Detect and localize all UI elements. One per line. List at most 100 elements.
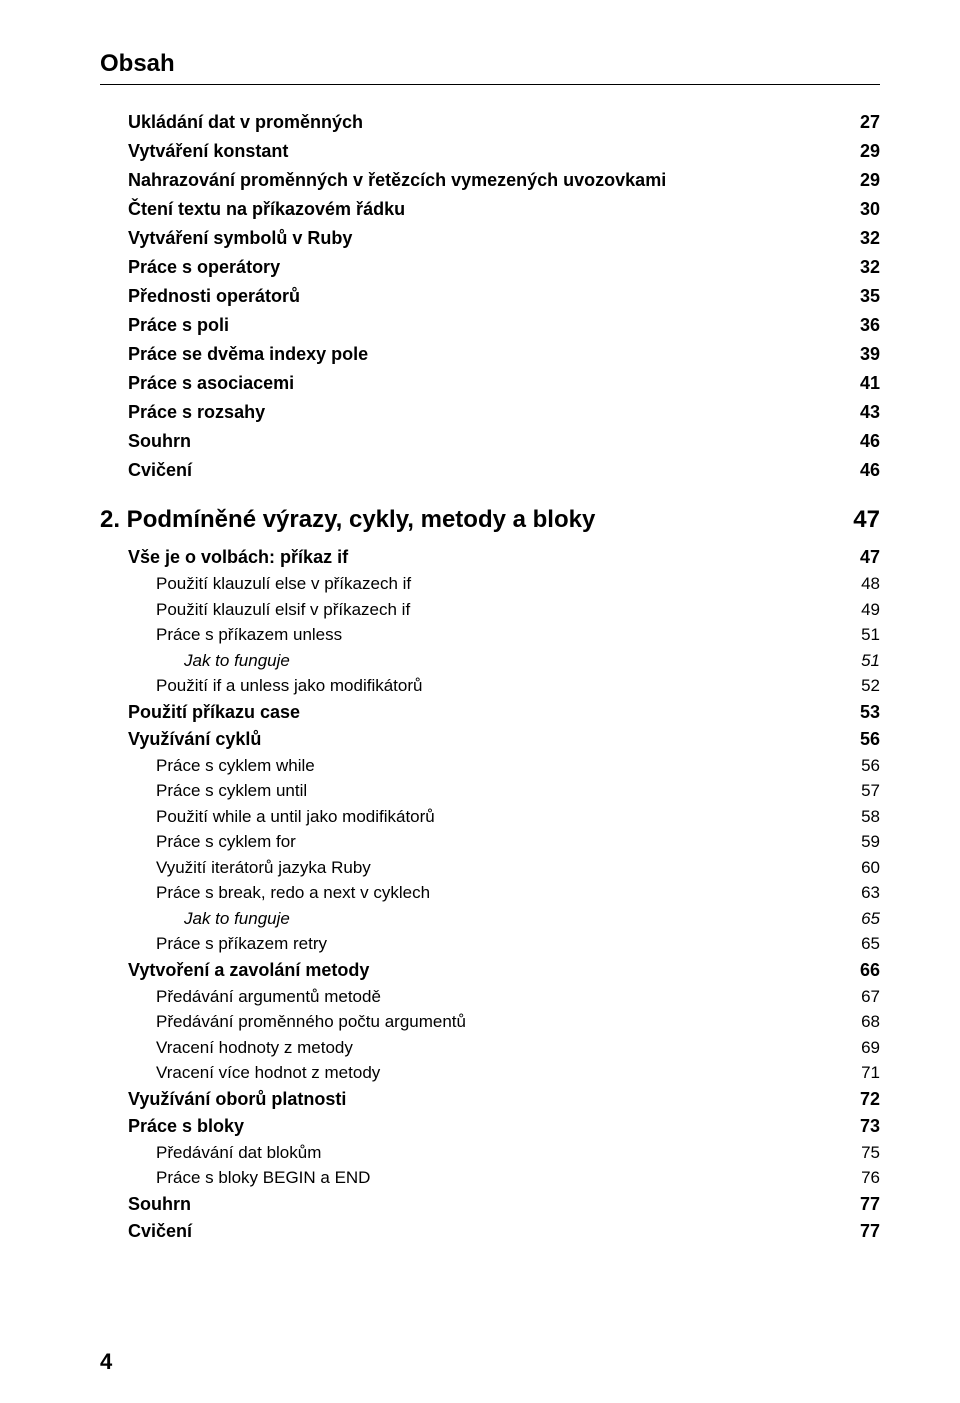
toc-row: Práce s cyklem for59 xyxy=(100,829,880,855)
toc-row: Práce s příkazem unless51 xyxy=(100,622,880,648)
toc-page-number: 77 xyxy=(840,1191,880,1218)
toc-label: Přednosti operátorů xyxy=(128,283,840,310)
toc-page-number: 36 xyxy=(840,312,880,339)
toc-label: Využívání cyklů xyxy=(128,726,840,753)
toc-row: Použití klauzulí else v příkazech if48 xyxy=(100,571,880,597)
toc-label: Nahrazování proměnných v řetězcích vymez… xyxy=(128,167,840,194)
toc-page-number: 29 xyxy=(840,167,880,194)
toc-row: Ukládání dat v proměnných27 xyxy=(100,109,880,136)
toc-label: Použití if a unless jako modifikátorů xyxy=(156,673,840,699)
toc-page-number: 32 xyxy=(840,225,880,252)
toc-row: Použití příkazu case53 xyxy=(100,699,880,726)
toc-label: Práce se dvěma indexy pole xyxy=(128,341,840,368)
toc-page-number: 59 xyxy=(840,829,880,855)
toc-row: Cvičení46 xyxy=(100,457,880,484)
toc-label: Práce s cyklem until xyxy=(156,778,840,804)
toc-page-number: 39 xyxy=(840,341,880,368)
toc-page-number: 73 xyxy=(840,1113,880,1140)
toc-row: 2. Podmíněné výrazy, cykly, metody a blo… xyxy=(100,502,880,538)
toc-page-number: 58 xyxy=(840,804,880,830)
toc-label: Vracení hodnoty z metody xyxy=(156,1035,840,1061)
toc-label: Využití iterátorů jazyka Ruby xyxy=(156,855,840,881)
toc-row: Souhrn77 xyxy=(100,1191,880,1218)
toc-row: Práce s asociacemi41 xyxy=(100,370,880,397)
toc-row: Vytváření konstant29 xyxy=(100,138,880,165)
toc-page-number: 76 xyxy=(840,1165,880,1191)
toc-row: Práce s cyklem until57 xyxy=(100,778,880,804)
toc-label: Využívání oborů platnosti xyxy=(128,1086,840,1113)
toc-row: Práce s bloky73 xyxy=(100,1113,880,1140)
toc-label: Práce s příkazem unless xyxy=(156,622,840,648)
toc-page-number: 68 xyxy=(840,1009,880,1035)
toc-page-number: 65 xyxy=(840,931,880,957)
toc-row: Vracení hodnoty z metody69 xyxy=(100,1035,880,1061)
toc-page-number: 41 xyxy=(840,370,880,397)
toc-row: Předávání argumentů metodě67 xyxy=(100,984,880,1010)
toc-label: 2. Podmíněné výrazy, cykly, metody a blo… xyxy=(100,502,840,538)
toc-row: Práce s příkazem retry65 xyxy=(100,931,880,957)
toc-label: Práce s cyklem for xyxy=(156,829,840,855)
footer-page-number: 4 xyxy=(100,1349,112,1375)
toc-page-number: 30 xyxy=(840,196,880,223)
toc-row: Práce se dvěma indexy pole39 xyxy=(100,341,880,368)
toc-row: Přednosti operátorů35 xyxy=(100,283,880,310)
toc-row: Použití klauzulí elsif v příkazech if49 xyxy=(100,597,880,623)
toc-row: Vracení více hodnot z metody71 xyxy=(100,1060,880,1086)
toc-label: Práce s asociacemi xyxy=(128,370,840,397)
header-title: Obsah xyxy=(100,50,880,78)
toc-row: Práce s poli36 xyxy=(100,312,880,339)
toc-label: Vracení více hodnot z metody xyxy=(156,1060,840,1086)
toc-row: Práce s operátory32 xyxy=(100,254,880,281)
toc-label: Souhrn xyxy=(128,428,840,455)
toc-label: Práce s bloky xyxy=(128,1113,840,1140)
toc-row: Nahrazování proměnných v řetězcích vymez… xyxy=(100,167,880,194)
toc-label: Práce s bloky BEGIN a END xyxy=(156,1165,840,1191)
toc-container: Ukládání dat v proměnných27Vytváření kon… xyxy=(100,109,880,1245)
toc-label: Použití příkazu case xyxy=(128,699,840,726)
toc-label: Práce s příkazem retry xyxy=(156,931,840,957)
header-rule xyxy=(100,84,880,85)
toc-page-number: 43 xyxy=(840,399,880,426)
toc-page-number: 69 xyxy=(840,1035,880,1061)
toc-page-number: 47 xyxy=(840,502,880,538)
toc-row: Jak to funguje51 xyxy=(100,648,880,674)
toc-page-number: 66 xyxy=(840,957,880,984)
toc-page-number: 72 xyxy=(840,1086,880,1113)
toc-label: Vytvoření a zavolání metody xyxy=(128,957,840,984)
toc-row: Vše je o volbách: příkaz if47 xyxy=(100,544,880,571)
toc-label: Ukládání dat v proměnných xyxy=(128,109,840,136)
toc-row: Práce s rozsahy43 xyxy=(100,399,880,426)
toc-label: Cvičení xyxy=(128,457,840,484)
toc-row: Cvičení77 xyxy=(100,1218,880,1245)
toc-page-number: 35 xyxy=(840,283,880,310)
toc-row: Použití if a unless jako modifikátorů52 xyxy=(100,673,880,699)
toc-label: Použití klauzulí elsif v příkazech if xyxy=(156,597,840,623)
toc-label: Vytváření konstant xyxy=(128,138,840,165)
toc-page-number: 67 xyxy=(840,984,880,1010)
toc-page-number: 75 xyxy=(840,1140,880,1166)
toc-row: Využití iterátorů jazyka Ruby60 xyxy=(100,855,880,881)
toc-page-number: 63 xyxy=(840,880,880,906)
toc-label: Souhrn xyxy=(128,1191,840,1218)
toc-page-number: 47 xyxy=(840,544,880,571)
toc-page-number: 46 xyxy=(840,428,880,455)
toc-page-number: 60 xyxy=(840,855,880,881)
toc-label: Předávání proměnného počtu argumentů xyxy=(156,1009,840,1035)
toc-page-number: 52 xyxy=(840,673,880,699)
toc-row: Použití while a until jako modifikátorů5… xyxy=(100,804,880,830)
toc-label: Použití while a until jako modifikátorů xyxy=(156,804,840,830)
page: Obsah Ukládání dat v proměnných27Vytváře… xyxy=(0,0,960,1403)
toc-label: Cvičení xyxy=(128,1218,840,1245)
toc-page-number: 49 xyxy=(840,597,880,623)
toc-label: Vytváření symbolů v Ruby xyxy=(128,225,840,252)
toc-page-number: 53 xyxy=(840,699,880,726)
toc-row: Využívání oborů platnosti72 xyxy=(100,1086,880,1113)
toc-row: Práce s cyklem while56 xyxy=(100,753,880,779)
toc-row: Předávání proměnného počtu argumentů68 xyxy=(100,1009,880,1035)
toc-page-number: 57 xyxy=(840,778,880,804)
toc-row: Práce s break, redo a next v cyklech63 xyxy=(100,880,880,906)
toc-row: Využívání cyklů56 xyxy=(100,726,880,753)
toc-row: Předávání dat blokům75 xyxy=(100,1140,880,1166)
toc-row: Čtení textu na příkazovém řádku30 xyxy=(100,196,880,223)
toc-page-number: 71 xyxy=(840,1060,880,1086)
